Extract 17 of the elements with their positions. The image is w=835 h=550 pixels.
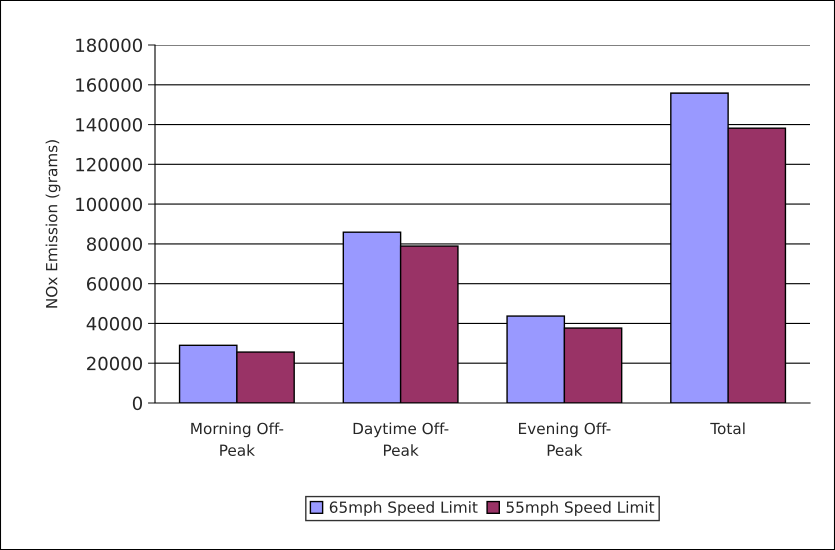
y-tick-label: 20000 <box>87 356 142 370</box>
x-tick-label: Total <box>710 422 745 434</box>
legend-label: 65mph Speed Limit <box>330 501 478 516</box>
y-tick-label: 100000 <box>76 198 142 212</box>
legend-label: 55mph Speed Limit <box>506 501 654 516</box>
y-tick-label: 140000 <box>76 118 142 132</box>
y-tick-label: 80000 <box>86 237 142 252</box>
x-tick-label: Morning Off- Peak <box>191 422 284 456</box>
y-tick-label: 60000 <box>87 277 142 291</box>
y-tick-label: 180000 <box>76 38 142 52</box>
x-tick-label: Evening Off- Peak <box>519 422 610 456</box>
x-tick-label: Daytime Off- Peak <box>354 422 448 456</box>
y-tick-label: 120000 <box>76 158 142 172</box>
y-tick-label: 160000 <box>76 78 142 92</box>
y-tick-label: 40000 <box>86 316 142 331</box>
y-axis-title: NOx Emission (grams) <box>46 140 60 308</box>
y-tick-label: 0 <box>132 396 142 410</box>
